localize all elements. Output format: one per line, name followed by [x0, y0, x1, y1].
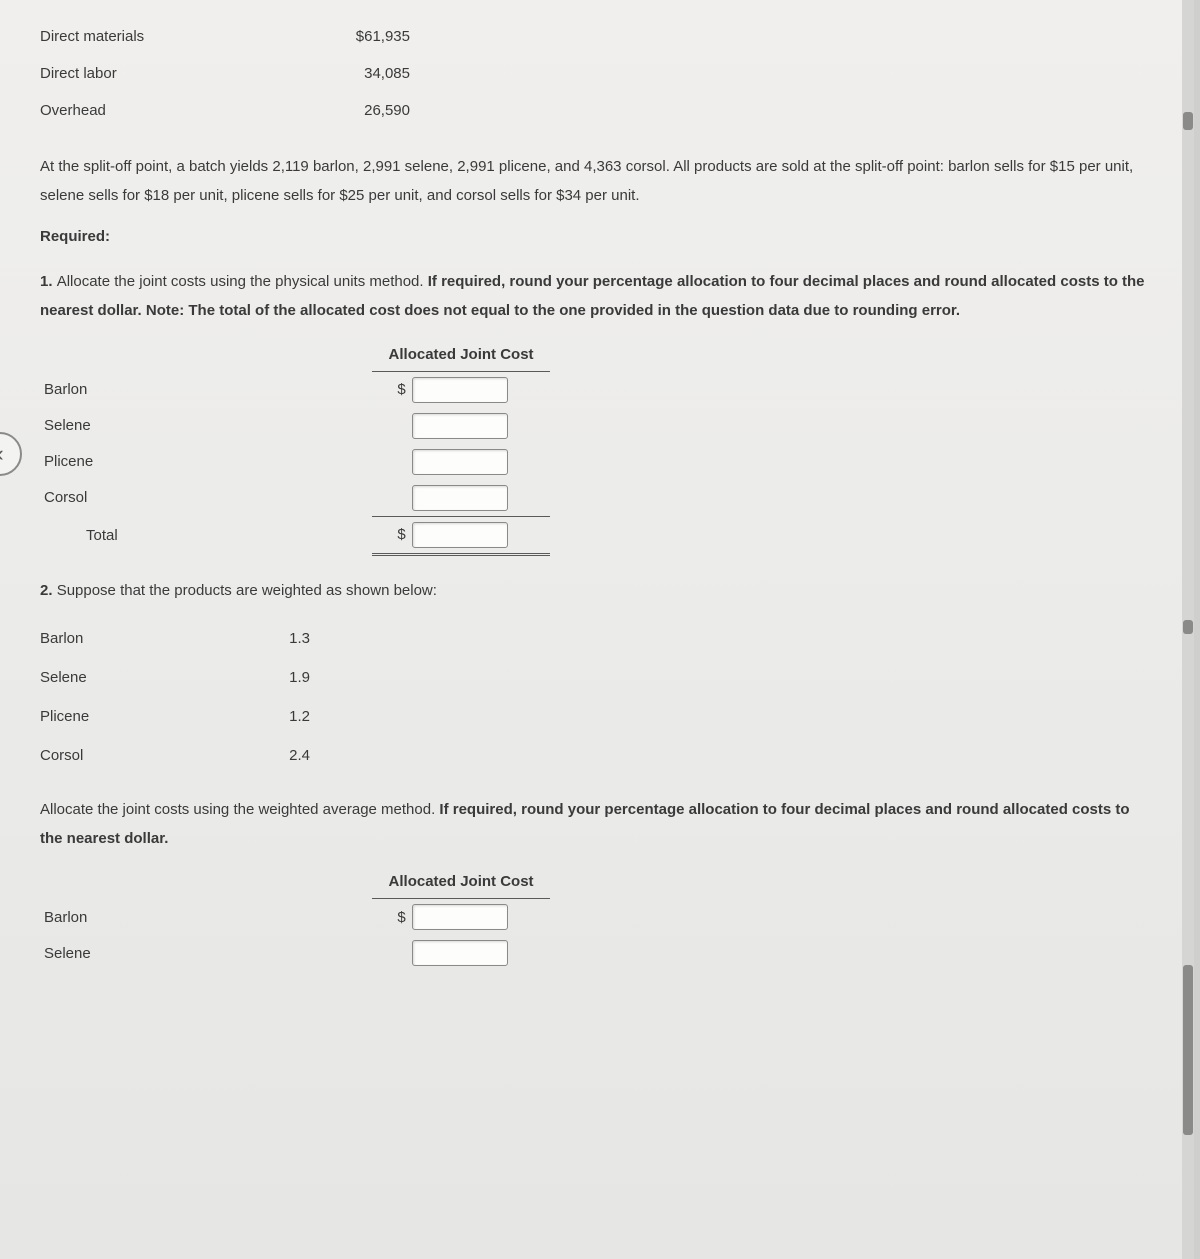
- weight-label: Corsol: [40, 747, 250, 764]
- question-2-text: 2. Suppose that the products are weighte…: [40, 576, 1154, 605]
- allocated-cost-table-2: Allocated Joint Cost Barlon $ Selene: [40, 867, 550, 971]
- question-1-text: 1. Allocate the joint costs using the ph…: [40, 267, 1154, 326]
- alloc-header: Allocated Joint Cost: [372, 867, 550, 899]
- q2-number: 2.: [40, 582, 57, 599]
- q2b-plain: Allocate the joint costs using the weigh…: [40, 801, 439, 818]
- product-label: Selene: [40, 935, 372, 971]
- cost-row: Direct materials $61,935: [40, 18, 1154, 55]
- cost-value: 26,590: [310, 102, 420, 119]
- product-label: Selene: [40, 408, 372, 444]
- cost-label: Overhead: [40, 102, 310, 119]
- q2-plain: Suppose that the products are weighted a…: [57, 582, 437, 599]
- weight-row: Selene 1.9: [40, 658, 1154, 697]
- question-2b-text: Allocate the joint costs using the weigh…: [40, 795, 1154, 854]
- currency-symbol: $: [372, 516, 408, 554]
- alloc-header: Allocated Joint Cost: [372, 340, 550, 372]
- cost-label: Direct labor: [40, 65, 310, 82]
- product-label: Corsol: [40, 480, 372, 517]
- cost-label: Direct materials: [40, 28, 310, 45]
- plicene-cost-input[interactable]: [412, 449, 508, 475]
- weights-table: Barlon 1.3 Selene 1.9 Plicene 1.2 Corsol…: [40, 619, 1154, 775]
- required-heading: Required:: [40, 228, 1154, 245]
- cost-value: $61,935: [310, 28, 420, 45]
- weight-label: Selene: [40, 669, 250, 686]
- weight-row: Barlon 1.3: [40, 619, 1154, 658]
- cost-summary-table: Direct materials $61,935 Direct labor 34…: [40, 18, 1154, 129]
- barlon-cost-input-2[interactable]: [412, 904, 508, 930]
- weight-value: 1.9: [250, 669, 310, 686]
- vertical-scrollbar[interactable]: [1182, 0, 1194, 1259]
- product-label: Barlon: [40, 371, 372, 408]
- weight-label: Plicene: [40, 708, 250, 725]
- selene-cost-input-2[interactable]: [412, 940, 508, 966]
- chevron-left-icon: ‹: [0, 441, 4, 467]
- scrollbar-thumb[interactable]: [1183, 965, 1193, 1135]
- weight-value: 2.4: [250, 747, 310, 764]
- q1-plain: Allocate the joint costs using the physi…: [57, 273, 428, 290]
- selene-cost-input[interactable]: [412, 413, 508, 439]
- allocated-cost-table-1: Allocated Joint Cost Barlon $ Selene Pli…: [40, 340, 550, 556]
- scrollbar-thumb[interactable]: [1183, 620, 1193, 634]
- currency-symbol: $: [372, 899, 408, 936]
- weight-row: Corsol 2.4: [40, 736, 1154, 775]
- intro-paragraph: At the split-off point, a batch yields 2…: [40, 153, 1154, 210]
- currency-symbol: $: [372, 371, 408, 408]
- weight-value: 1.3: [250, 630, 310, 647]
- product-label: Barlon: [40, 899, 372, 936]
- weight-row: Plicene 1.2: [40, 697, 1154, 736]
- cost-value: 34,085: [310, 65, 420, 82]
- product-label: Plicene: [40, 444, 372, 480]
- corsol-cost-input[interactable]: [412, 485, 508, 511]
- total-cost-input[interactable]: [412, 522, 508, 548]
- prev-nav-button[interactable]: ‹: [0, 432, 22, 476]
- cost-row: Direct labor 34,085: [40, 55, 1154, 92]
- cost-row: Overhead 26,590: [40, 92, 1154, 129]
- weight-value: 1.2: [250, 708, 310, 725]
- total-label: Total: [40, 516, 372, 554]
- barlon-cost-input[interactable]: [412, 377, 508, 403]
- weight-label: Barlon: [40, 630, 250, 647]
- q1-number: 1.: [40, 273, 57, 290]
- scrollbar-thumb[interactable]: [1183, 112, 1193, 130]
